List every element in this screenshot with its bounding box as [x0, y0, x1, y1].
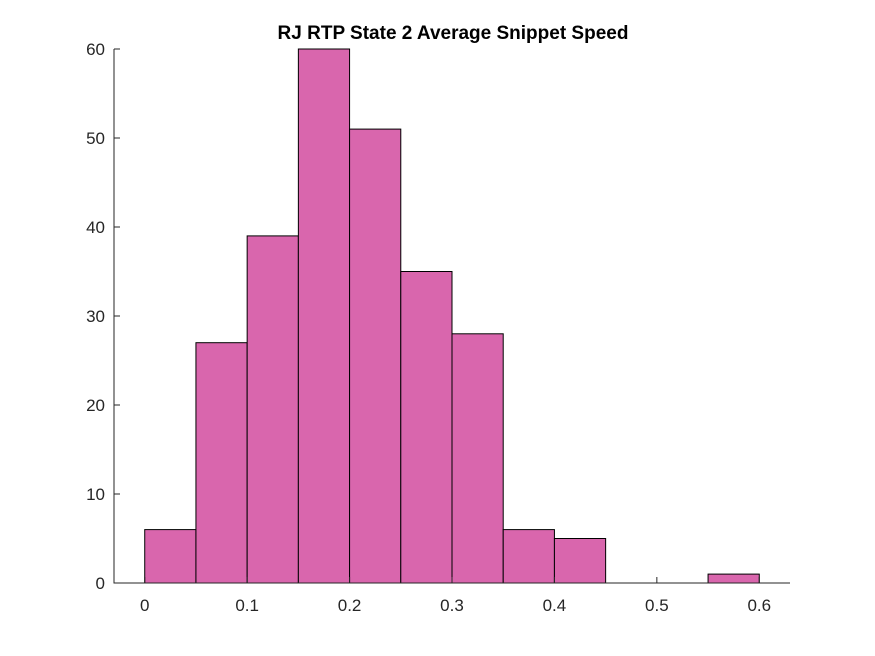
- x-tick-label: 0.2: [338, 596, 362, 615]
- x-tick-label: 0.4: [543, 596, 567, 615]
- histogram-bar-5: [400, 271, 453, 584]
- bars-group: [144, 48, 760, 584]
- histogram-bar-8: [553, 538, 607, 584]
- y-tick-label: 0: [96, 574, 105, 593]
- y-tick-label: 50: [86, 129, 105, 148]
- x-tick-label: 0.6: [747, 596, 771, 615]
- histogram-bar-7: [502, 529, 555, 584]
- chart-title: RJ RTP State 2 Average Snippet Speed: [278, 23, 629, 44]
- histogram-bar-2: [246, 235, 299, 584]
- y-tick-label: 20: [86, 396, 105, 415]
- x-tick-label: 0: [140, 596, 149, 615]
- histogram-bar-3: [297, 48, 351, 584]
- histogram-bar-4: [349, 128, 402, 584]
- y-tick-label: 40: [86, 218, 105, 237]
- axes-group: 0 10 20 30 40 50 60 0 0.1 0.2 0.3 0.4 0.5 0.6: [86, 40, 790, 615]
- histogram-bar-6: [451, 333, 504, 584]
- y-tick-label: 60: [86, 40, 105, 59]
- y-tick-label: 10: [86, 485, 105, 504]
- x-tick-label: 0.3: [440, 596, 464, 615]
- histogram-bar-11: [707, 573, 760, 584]
- histogram-bar-1: [195, 342, 248, 584]
- x-tick-label: 0.1: [235, 596, 259, 615]
- y-tick-label: 30: [86, 307, 105, 326]
- histogram-bar-0: [144, 529, 197, 584]
- x-tick-label: 0.5: [645, 596, 669, 615]
